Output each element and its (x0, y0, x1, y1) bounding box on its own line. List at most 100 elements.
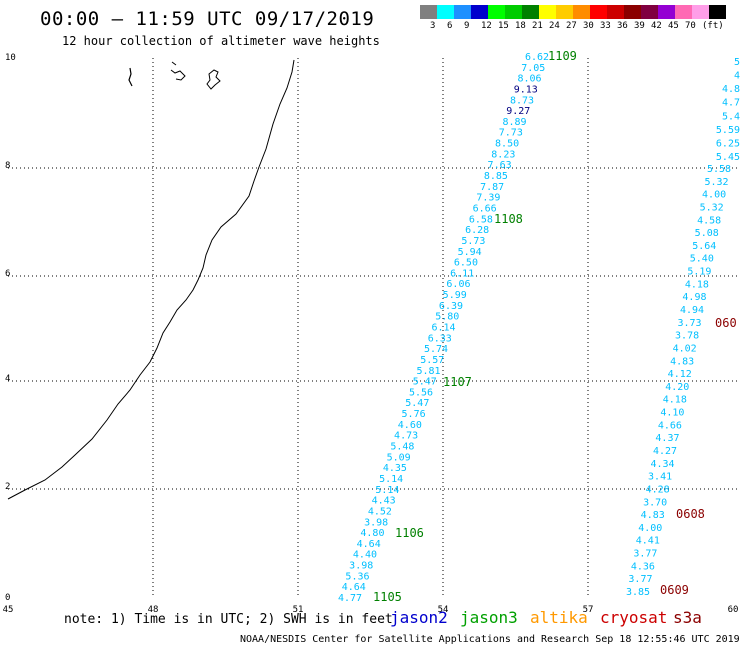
wave-height-value: 4.34 (650, 459, 674, 470)
wave-height-value: 4.00 (702, 190, 726, 201)
wave-height-value: 5.40 (690, 254, 714, 265)
wave-height-value: 5.47 (405, 398, 429, 409)
lat-tick-label: 0 (5, 593, 10, 603)
wave-height-value: 3.78 (675, 331, 699, 342)
wave-height-value: 4.7 (722, 98, 740, 109)
satellite-name-cryosat: cryosat (600, 608, 668, 627)
wave-height-value: 4.35 (383, 463, 407, 474)
wave-height-value: 5.56 (409, 387, 433, 398)
wave-height-value: 5.99 (443, 290, 467, 301)
lat-tick-label: 10 (5, 53, 16, 63)
legend-label: 45 (668, 21, 679, 31)
wave-height-value: 8.73 (510, 95, 534, 106)
wave-height-value: 7.87 (480, 182, 504, 193)
wave-height-legend-labels: 3 6 9 12 15 18 21 24 27 30 33 36 39 42 45 70 (ft) (420, 21, 740, 33)
wave-height-value: 7.63 (488, 160, 512, 171)
wave-height-value: 5.14 (379, 474, 403, 485)
wave-height-value: 4.64 (357, 539, 381, 550)
wave-height-value: 3.70 (643, 497, 667, 508)
wave-height-value: 3.85 (626, 587, 650, 598)
satellite-name-altika: altika (530, 608, 588, 627)
legend-swatch (658, 5, 675, 19)
wave-height-value: 8.85 (484, 171, 508, 182)
wave-height-value: 3.98 (349, 561, 373, 572)
legend-swatch (641, 5, 658, 19)
wave-height-value: 4.83 (641, 510, 665, 521)
legend-swatch (709, 5, 726, 19)
wave-height-value: 7.73 (499, 128, 523, 139)
lon-tick-label: 57 (583, 605, 594, 615)
lon-tick-label: 45 (3, 605, 14, 615)
map-subtitle: 12 hour collection of altimeter wave hei… (62, 34, 380, 48)
wave-height-value: 5.73 (461, 236, 485, 247)
wave-height-value: 7.39 (476, 193, 500, 204)
legend-swatch (420, 5, 437, 19)
lat-lon-grid (8, 58, 738, 598)
wave-height-value: 6.25 (716, 138, 740, 149)
legend-label: 24 (549, 21, 560, 31)
legend-swatch (675, 5, 692, 19)
legend-label: 33 (600, 21, 611, 31)
legend-label: (ft) (702, 21, 724, 31)
lat-tick-label: 6 (5, 269, 10, 279)
wave-height-value: 5.81 (416, 366, 440, 377)
legend-swatch (590, 5, 607, 19)
pass-label: 1106 (395, 526, 424, 540)
lat-tick-label: 4 (5, 374, 10, 384)
wave-height-value: 4.18 (663, 395, 687, 406)
coastline (7, 59, 295, 500)
wave-height-value: 5.19 (687, 267, 711, 278)
wave-height-value: 4.41 (636, 536, 660, 547)
pass-label: 1109 (548, 49, 577, 63)
wave-height-value: 5.32 (704, 177, 728, 188)
lat-tick-label: 8 (5, 161, 10, 171)
wave-height-value: 6.62 (525, 52, 549, 63)
wave-height-value: 6.06 (446, 279, 470, 290)
wave-height-value: 4.83 (670, 356, 694, 367)
legend-label: 12 (481, 21, 492, 31)
wave-height-value: 3.77 (628, 574, 652, 585)
wave-height-value: 6.11 (450, 268, 474, 279)
satellite-name-jason2: jason2 (390, 608, 448, 627)
wave-height-value: 5.4 (722, 111, 740, 122)
legend-label: 30 (583, 21, 594, 31)
lon-tick-label: 51 (293, 605, 304, 615)
wave-height-value: 4.12 (668, 369, 692, 380)
legend-swatch (471, 5, 488, 19)
wave-height-value: 5.08 (695, 228, 719, 239)
legend-label: 27 (566, 21, 577, 31)
wave-height-value: 5.45 (716, 152, 740, 163)
wave-height-value: 4.80 (360, 528, 384, 539)
lat-tick-label: 2 (5, 482, 10, 492)
legend-label: 9 (464, 21, 470, 31)
wave-height-value: 4.60 (398, 420, 422, 431)
wave-height-value: 9.27 (506, 106, 530, 117)
legend-label: 39 (634, 21, 645, 31)
wave-height-value: 5.76 (402, 409, 426, 420)
wave-height-value: 4.20 (665, 382, 689, 393)
wave-height-value: 9.13 (514, 84, 538, 95)
wave-height-value: 5.48 (390, 442, 414, 453)
wave-height-value: 5.74 (424, 344, 448, 355)
wave-height-value: 5.94 (458, 247, 482, 258)
pass-label: 0609 (660, 583, 689, 597)
wave-height-color-legend (420, 5, 726, 19)
pass-label: 0608 (676, 507, 705, 521)
legend-swatch (454, 5, 471, 19)
wave-height-value: 3.77 (633, 549, 657, 560)
satellite-name-jason3: jason3 (460, 608, 518, 627)
wave-height-value: 5.32 (700, 202, 724, 213)
wave-height-value: 3.98 (364, 517, 388, 528)
wave-height-value: 5.47 (413, 377, 437, 388)
legend-swatch (505, 5, 522, 19)
wave-height-value: 8.89 (503, 117, 527, 128)
pass-label: 1105 (373, 590, 402, 604)
wave-height-value: 6.66 (473, 203, 497, 214)
map-title: 00:00 – 11:59 UTC 09/17/2019 (40, 8, 375, 30)
wave-height-value: 5.80 (435, 312, 459, 323)
wave-height-value: 4.00 (638, 523, 662, 534)
legend-swatch (556, 5, 573, 19)
wave-height-value: 3.73 (677, 318, 701, 329)
wave-height-value: 6.39 (439, 301, 463, 312)
